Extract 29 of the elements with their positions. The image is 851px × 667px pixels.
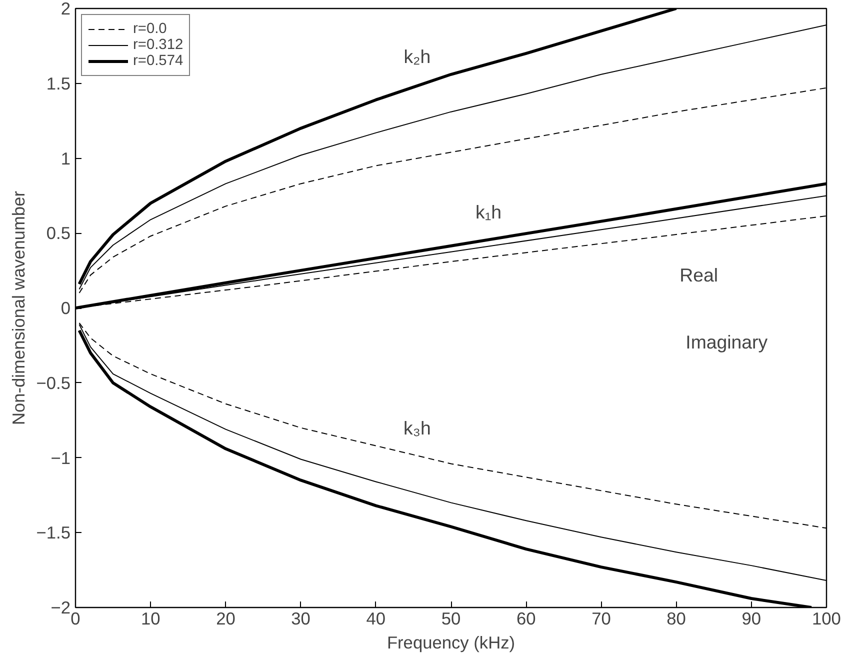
annotation: Real bbox=[680, 264, 718, 286]
y-tick-label: 1 bbox=[60, 148, 71, 168]
x-tick-label: 40 bbox=[366, 608, 386, 628]
x-tick-label: 90 bbox=[742, 608, 762, 628]
y-tick-label: 1.5 bbox=[46, 73, 71, 94]
x-tick-label: 30 bbox=[291, 608, 310, 628]
x-tick-label: 60 bbox=[516, 608, 536, 628]
x-axis-title: Frequency (kHz) bbox=[386, 632, 516, 652]
y-tick-label: 0.5 bbox=[46, 223, 71, 244]
x-tick-label: 10 bbox=[140, 608, 160, 628]
y-tick-label: −1 bbox=[50, 448, 71, 468]
x-tick-label: 50 bbox=[441, 608, 461, 628]
legend-label: r=0.312 bbox=[133, 37, 184, 53]
annotation: k₁h bbox=[476, 202, 502, 223]
y-axis-title: Non-dimensional wavenumber bbox=[8, 190, 28, 426]
y-tick-label: 0 bbox=[60, 298, 71, 318]
y-tick-label: 2 bbox=[60, 0, 71, 18]
y-tick-label: −0.5 bbox=[36, 372, 71, 393]
x-tick-label: 80 bbox=[666, 608, 686, 628]
y-tick-label: −1.5 bbox=[36, 522, 71, 543]
annotation: k₂h bbox=[404, 46, 431, 67]
x-tick-label: 100 bbox=[812, 608, 841, 628]
x-tick-label: 70 bbox=[592, 608, 611, 628]
annotation: Imaginary bbox=[686, 332, 768, 353]
x-tick-label: 20 bbox=[216, 608, 236, 628]
legend-label: r=0.574 bbox=[133, 53, 184, 69]
legend-label: r=0.0 bbox=[133, 21, 167, 37]
y-tick-label: −2 bbox=[50, 598, 71, 618]
annotation: k₃h bbox=[404, 417, 431, 438]
